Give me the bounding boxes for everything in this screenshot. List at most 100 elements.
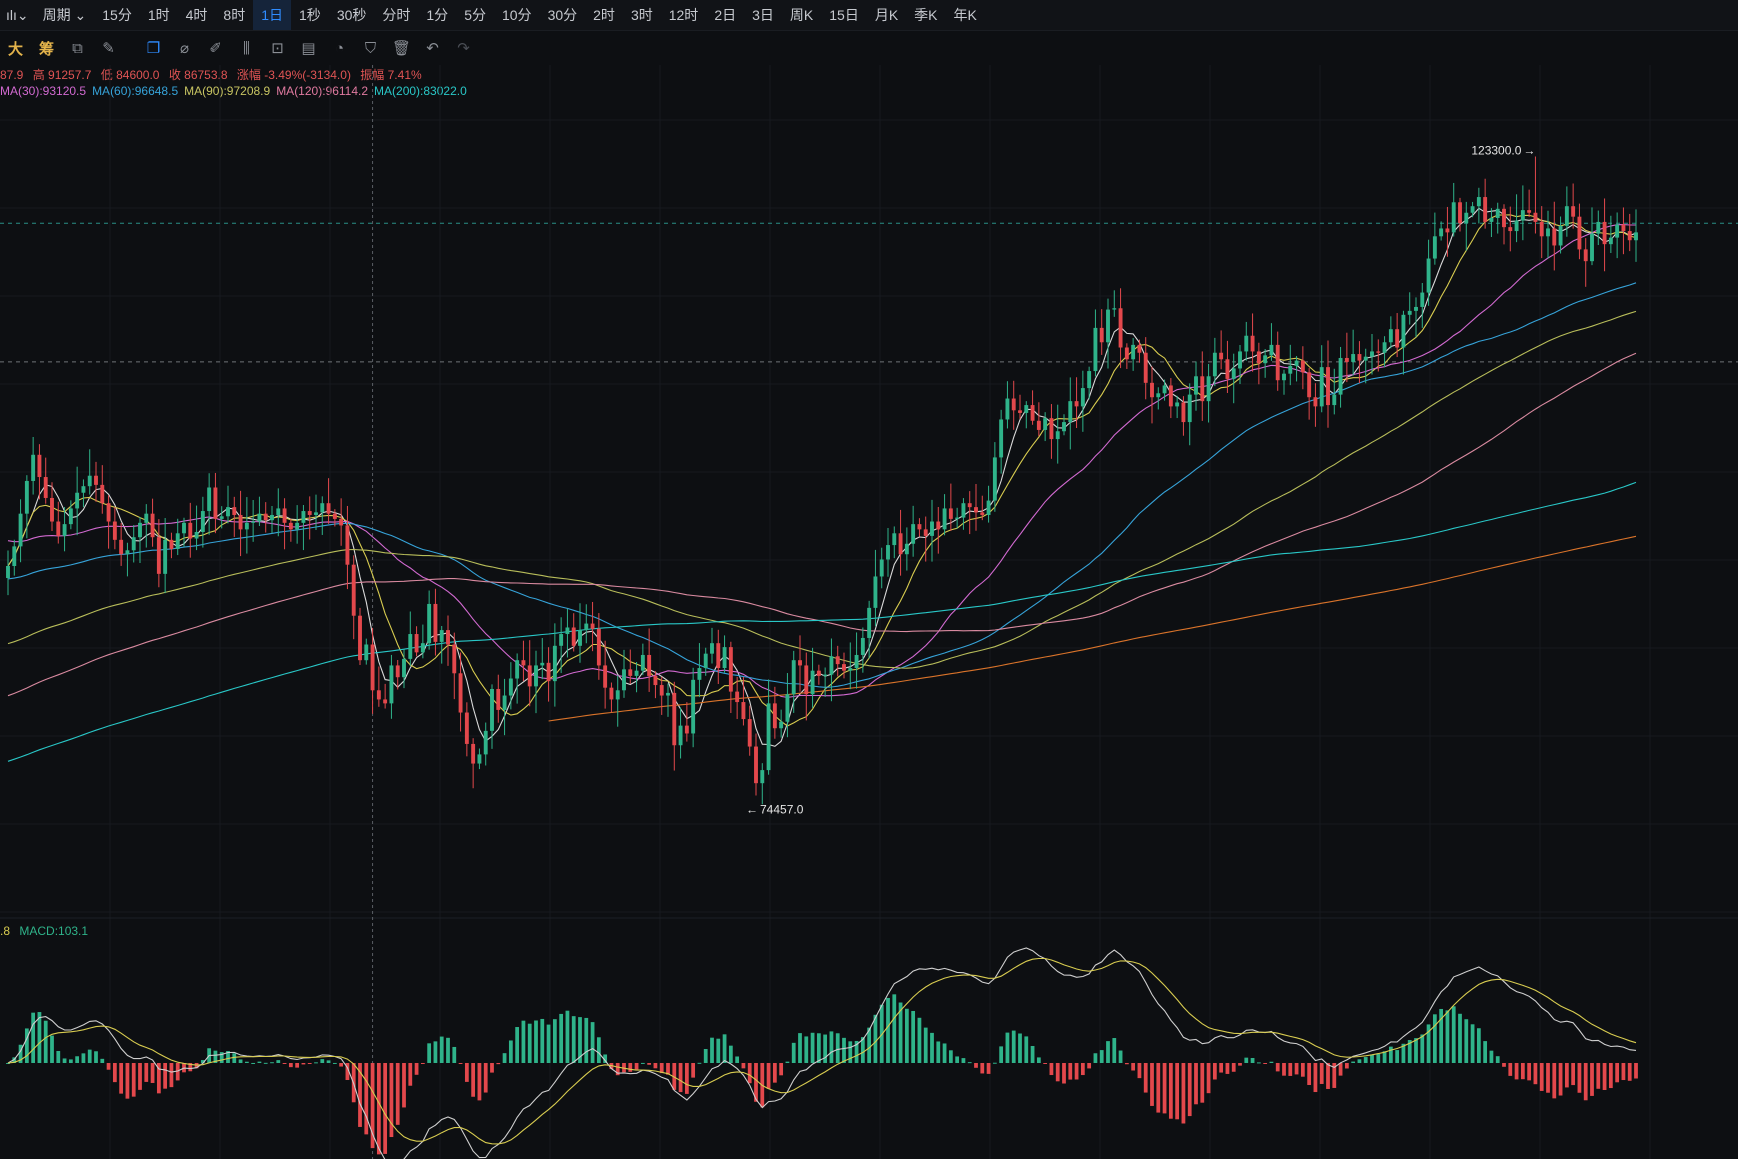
macd-bar [119, 1063, 124, 1094]
macd-bar [1426, 1024, 1431, 1063]
macd-bar [87, 1049, 92, 1063]
open-value: 87.9 [0, 68, 24, 82]
candle-up [87, 475, 92, 487]
macd-bar [565, 1010, 570, 1063]
macd-bar [634, 1063, 639, 1070]
candle-up [1187, 394, 1192, 423]
interval-tab[interactable]: 3时 [630, 7, 653, 23]
macd-bar [81, 1053, 86, 1063]
candle-icon[interactable]: ılı⌄ [6, 6, 29, 23]
interval-tab[interactable]: 8时 [223, 7, 246, 23]
candle-up [710, 643, 714, 654]
macd-bar [1388, 1046, 1393, 1063]
macd-bar [942, 1043, 947, 1063]
interval-tab[interactable]: 1秒 [299, 7, 321, 23]
macd-bar [496, 1063, 501, 1065]
undo-icon[interactable]: ↶ [426, 40, 439, 57]
macd-bar [848, 1041, 853, 1063]
macd-bar [257, 1061, 262, 1063]
candle-down [948, 508, 953, 519]
candle-down [1256, 351, 1261, 364]
ma-legend-item: MA(60):96648.5 [92, 84, 179, 98]
interval-tab[interactable]: 12时 [668, 7, 699, 23]
magnet-icon[interactable]: ◔ [334, 39, 345, 57]
trash-icon[interactable]: 🗑 [391, 40, 412, 57]
interval-tab[interactable]: 周K [789, 7, 814, 23]
macd-bar [251, 1062, 256, 1064]
interval-tab[interactable]: 月K [874, 7, 899, 23]
period-label: 周期 [42, 7, 71, 23]
interval-tab[interactable]: 10分 [501, 7, 532, 23]
pattern-icon[interactable]: ⫼ [243, 39, 250, 57]
candle-down [339, 518, 344, 526]
macd-bar [1420, 1034, 1425, 1063]
interval-tab[interactable]: 3日 [752, 7, 774, 23]
interval-tab[interactable]: 5分 [464, 7, 486, 23]
macd-bar [716, 1038, 721, 1063]
macd-bar [1099, 1050, 1104, 1063]
interval-tab[interactable]: 15分 [102, 7, 132, 23]
macd-bar [628, 1063, 633, 1072]
macd-bar [1137, 1063, 1142, 1079]
interval-tab[interactable]: 15日 [829, 7, 859, 23]
note-icon[interactable]: ▤ [301, 40, 316, 57]
macd-bar [6, 1063, 10, 1064]
interval-tab[interactable]: 30秒 [336, 7, 367, 23]
macd-bar [1313, 1063, 1318, 1093]
macd-bar [383, 1063, 388, 1154]
interval-tab[interactable]: 年K [953, 7, 977, 23]
macd-bar [508, 1040, 513, 1063]
macd-bar [131, 1063, 136, 1097]
macd-bar [1351, 1061, 1356, 1063]
brush-icon[interactable]: ✐ [209, 40, 222, 57]
indicator-icon[interactable]: ⧉ [72, 39, 83, 57]
interval-tab[interactable]: 1日 [253, 0, 292, 30]
big-toggle[interactable]: 大 [7, 40, 23, 58]
macd-bar [615, 1063, 620, 1076]
interval-tab[interactable]: 季K [914, 7, 938, 23]
macd-bar [1326, 1063, 1330, 1089]
filter-icon[interactable]: ⛉ [364, 39, 377, 57]
macd-bar [1043, 1063, 1048, 1064]
lock-icon[interactable]: ⊡ [271, 40, 284, 57]
layers-icon[interactable]: ❐ [146, 40, 161, 57]
interval-tab[interactable]: 2时 [593, 7, 615, 23]
interval-tab[interactable]: 1时 [147, 7, 170, 23]
macd-bar [974, 1063, 978, 1068]
candle-down [452, 644, 457, 674]
candle-down [1326, 367, 1330, 406]
candle-down [798, 660, 802, 666]
macd-bar [370, 1063, 375, 1149]
candle-down [213, 487, 218, 519]
macd-bar [452, 1046, 457, 1063]
candle-down [609, 687, 614, 700]
candle-up [490, 688, 494, 731]
chip-toggle[interactable]: 筹 [38, 40, 54, 58]
macd-bar [1124, 1063, 1129, 1065]
candle-up [244, 522, 249, 530]
interval-tab[interactable]: 30分 [547, 7, 578, 23]
candle-down [672, 692, 677, 746]
period-dropdown[interactable]: 周期 ⌄ [42, 7, 87, 23]
interval-tab[interactable]: 分时 [382, 7, 411, 23]
interval-tab[interactable]: 4时 [185, 7, 208, 23]
macd-bar [1068, 1063, 1073, 1080]
macd-bar [1407, 1040, 1412, 1063]
macd-bar [50, 1035, 54, 1063]
candle-up [1043, 418, 1048, 430]
macd-bar [552, 1019, 557, 1063]
macd-bar [1250, 1057, 1255, 1063]
candle-down [288, 522, 293, 530]
macd-bar [1445, 1010, 1450, 1063]
candle-up [1608, 237, 1613, 245]
candle-up [182, 522, 186, 534]
interval-tab[interactable]: 1分 [426, 7, 449, 23]
candle-up [320, 503, 325, 513]
redo-icon[interactable]: ↷ [457, 40, 470, 57]
line-tool-icon[interactable]: ✎ [102, 40, 115, 57]
macd-bar [559, 1013, 564, 1063]
low-price-label: 74457.0 [760, 803, 804, 817]
ruler-icon[interactable]: ⌀ [179, 40, 190, 57]
interval-tab[interactable]: 2日 [714, 7, 737, 23]
